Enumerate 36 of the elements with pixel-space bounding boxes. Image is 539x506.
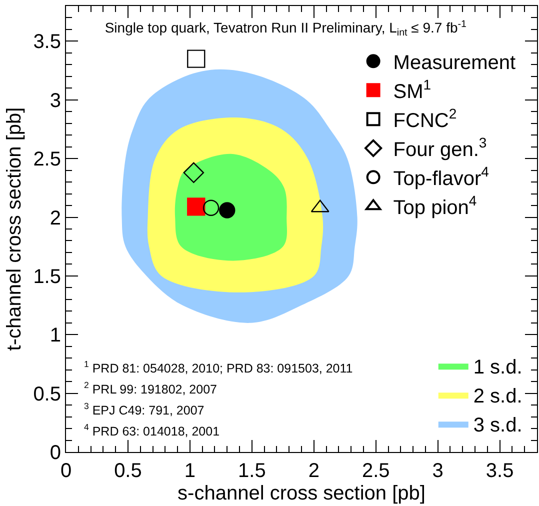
y-tick-label: 1	[50, 324, 61, 347]
annotation: $^{4}$ PRD 63: 014018, 2001	[84, 422, 220, 438]
point	[219, 202, 236, 218]
x-tick-label: 2	[308, 460, 320, 482]
point	[183, 162, 204, 184]
y-tick-label: 2	[50, 207, 61, 230]
legend-label: 3 s.d.	[473, 414, 522, 436]
point	[187, 198, 206, 216]
x-tick-label: 1	[184, 460, 196, 482]
legend-label: 1 s.d.	[473, 356, 522, 378]
x-tick-label: 1.5	[238, 460, 266, 482]
legend-label: Top-flavor$^{4}$	[393, 164, 490, 190]
point	[202, 200, 220, 216]
x-tick-label: 2.5	[362, 460, 390, 482]
x-tick-label: 3	[432, 460, 444, 482]
legend-label: 2 s.d.	[473, 385, 522, 408]
annotation: $^{3}$ EPJ C49: 791, 2007	[84, 401, 204, 418]
point	[187, 50, 206, 68]
text: Single top quark, Tevatron Run II Preliminary, L$_{int}$ ≤ 9.7 fb$^{-1}$	[104, 18, 466, 39]
y-tick-label: 2.5	[33, 148, 61, 171]
x-tick-label: 3.5	[486, 460, 514, 482]
y-tick-label: 0.5	[33, 383, 61, 406]
y-axis-title: t-channel cross section [pb]	[4, 107, 26, 351]
legend-label: Measurement	[393, 52, 516, 74]
legend-label: Four gen.$^{3}$	[393, 134, 487, 161]
legend-label: FCNC$^{2}$	[393, 106, 457, 132]
legend-label: SM$^{1}$	[393, 76, 432, 103]
annotation: $^{2}$ PRL 99: 191802, 2007	[84, 380, 218, 396]
y-tick-label: 1.5	[33, 266, 61, 288]
x-axis-title: s-channel cross section [pb]	[178, 482, 426, 504]
y-tick-label: 0	[50, 442, 61, 464]
annotation: $^{1}$ PRD 81: 054028, 2010; PRD 83: 091503, 2011	[84, 359, 353, 376]
x-tick-label: 0.5	[114, 460, 142, 482]
y-tick-label: 3.5	[33, 31, 61, 54]
legend-label: Top pion$^{4}$	[393, 192, 477, 219]
y-tick-label: 3	[50, 90, 61, 112]
